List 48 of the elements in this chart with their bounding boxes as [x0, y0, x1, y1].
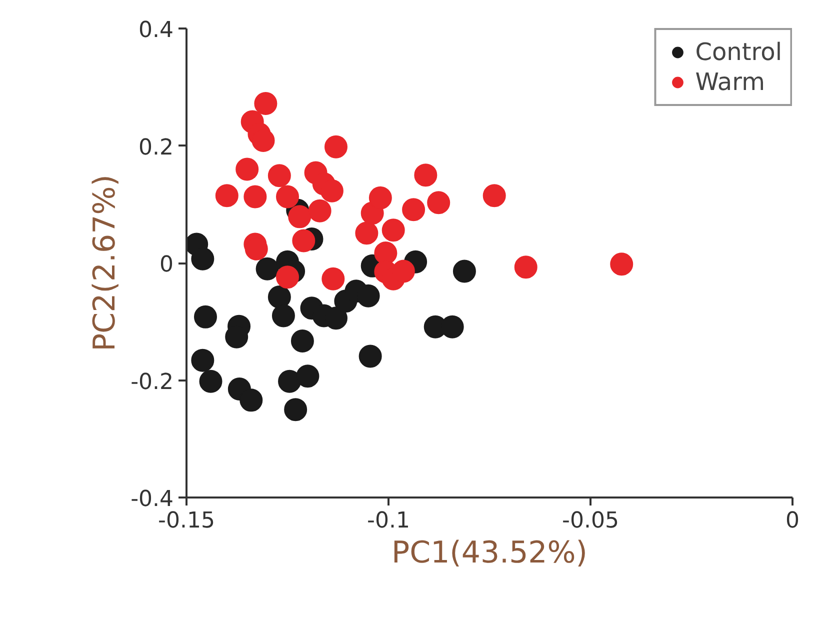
point: [236, 158, 259, 181]
y-tick-label: 0.4: [138, 18, 174, 43]
point: [290, 329, 314, 352]
y-tick-label: 0.2: [138, 135, 174, 160]
point: [368, 186, 392, 210]
y-axis-title: PC2(2.67%): [88, 174, 123, 352]
point: [276, 266, 299, 289]
point: [215, 184, 238, 208]
point: [320, 179, 344, 202]
point: [244, 185, 267, 208]
point: [382, 218, 405, 242]
point: [191, 247, 214, 270]
point: [278, 370, 302, 393]
point: [482, 184, 506, 208]
point: [414, 164, 438, 187]
y-tick-label: 0: [160, 252, 174, 278]
point: [284, 398, 308, 422]
point: [452, 260, 476, 283]
point: [268, 286, 291, 308]
point: [427, 191, 450, 214]
point: [276, 185, 299, 208]
point: [610, 252, 634, 276]
point: [268, 164, 291, 188]
legend-label: Warm: [695, 68, 765, 96]
point: [254, 92, 278, 116]
x-tick-label: -0.1: [367, 508, 410, 534]
point: [324, 135, 348, 158]
point: [308, 199, 332, 222]
point: [358, 344, 382, 368]
x-tick-label: -0.05: [562, 508, 619, 534]
point: [199, 370, 222, 393]
point: [356, 284, 380, 308]
point: [194, 305, 217, 328]
point: [514, 256, 538, 279]
point: [288, 205, 312, 228]
point: [272, 304, 295, 328]
point: [191, 348, 214, 372]
point: [355, 222, 378, 245]
legend-label: Control: [695, 38, 782, 66]
point: [322, 267, 345, 290]
y-tick-label: -0.2: [130, 370, 174, 395]
x-tick-label: 0: [786, 508, 800, 534]
point: [296, 364, 320, 388]
point: [292, 229, 316, 252]
point: [256, 257, 279, 280]
x-axis-title: PC1(43.52%): [392, 536, 588, 570]
point: [240, 388, 263, 412]
point: [402, 198, 426, 222]
